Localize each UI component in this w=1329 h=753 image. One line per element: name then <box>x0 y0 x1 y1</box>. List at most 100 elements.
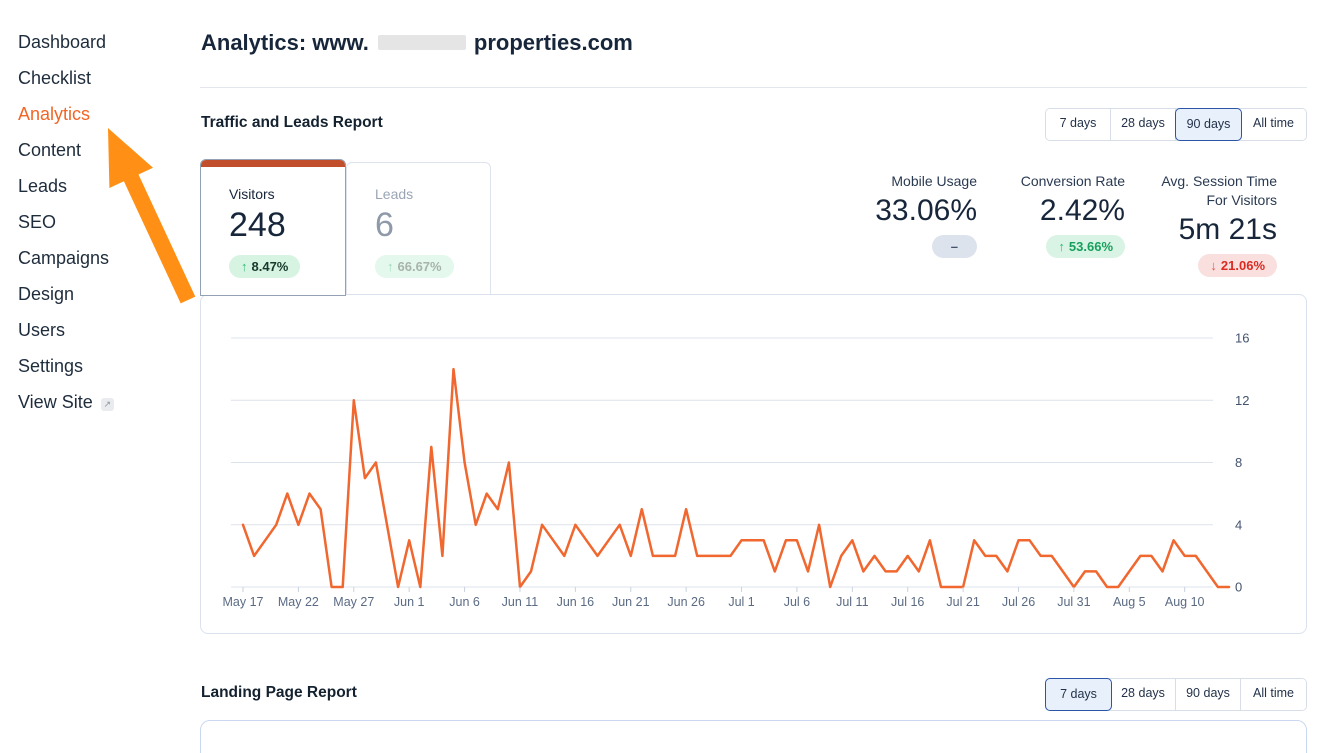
x-axis-tick-label: Aug 10 <box>1165 595 1205 609</box>
range-button-28-days[interactable]: 28 days <box>1111 109 1176 140</box>
tab-label: Leads <box>375 186 414 202</box>
range-button-90-days[interactable]: 90 days <box>1175 108 1242 141</box>
tab-value: 248 <box>229 206 286 244</box>
stat-conversion-rate: Conversion Rate 2.42% ↑ 53.66% <box>1021 172 1125 258</box>
x-axis-tick-label: Jun 16 <box>557 595 595 609</box>
up-left-arrow-icon <box>108 128 196 304</box>
range-button-7-days[interactable]: 7 days <box>1046 109 1111 140</box>
stat-mobile-usage: Mobile Usage 33.06% – <box>875 172 977 258</box>
stat-label: Avg. Session Time <box>1161 173 1277 189</box>
x-axis-tick-label: Aug 5 <box>1113 595 1146 609</box>
sidebar-item-seo[interactable]: SEO <box>18 204 114 240</box>
x-axis-tick-label: Jul 6 <box>784 595 810 609</box>
stat-label: Conversion Rate <box>1020 173 1125 189</box>
tab-value: 6 <box>375 206 394 244</box>
x-axis-tick-label: Jul 26 <box>1002 595 1035 609</box>
traffic-chart-panel: 0 4 8 12 16 May 17 May 22 May 27 Jun 1 Jun 6 Jun 1… <box>200 294 1307 634</box>
y-axis-tick-label: 4 <box>1235 517 1242 532</box>
landing-range-selector: 7 days 28 days 90 days All time <box>1045 678 1307 711</box>
sidebar-item-label: SEO <box>18 212 57 232</box>
tab-visitors[interactable]: Visitors 248 ↑ 8.47% <box>200 159 346 296</box>
x-axis-tick-label: Jun 11 <box>502 595 539 609</box>
change-value: 8.47% <box>251 259 289 274</box>
x-axis-tick-label: May 17 <box>223 595 264 609</box>
stat-label: Mobile Usage <box>891 173 977 189</box>
x-axis-tick-label: Jul 11 <box>836 595 868 609</box>
sidebar-item-label: Checklist <box>18 68 92 88</box>
landing-page-panel <box>200 720 1307 753</box>
range-button-all-time[interactable]: All time <box>1241 679 1306 710</box>
x-axis-tick-label: May 22 <box>278 595 319 609</box>
change-badge: ↑ 66.67% <box>375 255 454 278</box>
up-arrow-icon: ↑ <box>241 259 248 274</box>
stat-value: 2.42% <box>1039 194 1125 227</box>
redacted-domain-segment <box>377 35 466 50</box>
visitors-line-chart: 0 4 8 12 16 May 17 May 22 May 27 Jun 1 Jun 6 Jun 1… <box>223 331 1250 610</box>
stat-value: 33.06% <box>875 194 977 227</box>
sidebar-item-label: Campaigns <box>18 248 110 268</box>
x-axis-tick-label: Jul 16 <box>891 595 924 609</box>
sidebar-item-label: Leads <box>18 176 68 196</box>
tab-body: Visitors 248 ↑ 8.47% <box>201 167 345 278</box>
x-axis-tick-label: Jun 26 <box>667 595 705 609</box>
sidebar-item-label: Content <box>18 140 82 160</box>
y-axis-tick-label: 16 <box>1235 331 1249 346</box>
y-axis-tick-label: 12 <box>1235 393 1249 408</box>
change-value: 21.06% <box>1220 258 1265 273</box>
page-title-label: Analytics: <box>201 30 307 55</box>
change-value: – <box>950 239 958 254</box>
range-button-28-days[interactable]: 28 days <box>1111 679 1176 710</box>
x-axis-tick-label: Jun 21 <box>612 595 650 609</box>
header-divider <box>200 87 1307 88</box>
sidebar-item-label: View Site <box>18 392 93 412</box>
y-axis-tick-label: 8 <box>1235 455 1242 470</box>
traffic-report-title: Traffic and Leads Report <box>201 114 383 131</box>
sidebar-item-users[interactable]: Users <box>18 312 114 348</box>
sidebar-item-campaigns[interactable]: Campaigns <box>18 240 114 276</box>
range-button-all-time[interactable]: All time <box>1241 109 1306 140</box>
sidebar-item-checklist[interactable]: Checklist <box>18 60 114 96</box>
sidebar-item-analytics[interactable]: Analytics <box>18 96 114 132</box>
sidebar-item-leads[interactable]: Leads <box>18 168 114 204</box>
change-badge: ↑ 53.66% <box>1046 235 1125 258</box>
change-badge: – <box>931 235 977 258</box>
landing-report-title: Landing Page Report <box>201 684 357 701</box>
traffic-range-selector: 7 days 28 days 90 days All time <box>1045 108 1307 141</box>
change-value: 66.67% <box>397 259 442 274</box>
x-axis-tick-label: Jun 1 <box>394 595 425 609</box>
page-title: Analytics: www. properties.com <box>201 30 633 56</box>
change-badge: ↓ 21.06% <box>1198 254 1277 277</box>
sidebar-item-label: Settings <box>18 356 84 376</box>
tab-body: Leads 6 ↑ 66.67% <box>347 163 490 278</box>
sidebar: Dashboard Checklist Analytics Content Leads S… <box>18 24 114 420</box>
down-arrow-icon: ↓ <box>1210 258 1217 273</box>
x-axis-tick-label: Jun 6 <box>449 595 480 609</box>
sidebar-item-view-site[interactable]: View Site ↗ <box>18 384 114 420</box>
site-domain-prefix: www. <box>312 30 369 55</box>
range-button-7-days[interactable]: 7 days <box>1045 678 1112 711</box>
sidebar-item-label: Users <box>18 320 66 340</box>
visitors-series-line <box>241 367 1231 589</box>
sidebar-item-label: Dashboard <box>18 32 107 52</box>
sidebar-item-settings[interactable]: Settings <box>18 348 114 384</box>
up-arrow-icon: ↑ <box>1058 239 1065 254</box>
stat-label-line2: For Visitors <box>1206 192 1277 208</box>
range-button-90-days[interactable]: 90 days <box>1176 679 1241 710</box>
tab-label: Visitors <box>229 186 275 202</box>
stat-value: 5m 21s <box>1178 213 1277 246</box>
sidebar-list: Dashboard Checklist Analytics Content Leads S… <box>18 24 114 420</box>
stat-avg-session-time: Avg. Session Time For Visitors 5m 21s ↓ 21.0… <box>1161 172 1277 277</box>
y-axis-tick-label: 0 <box>1235 580 1242 595</box>
change-badge: ↑ 8.47% <box>229 255 301 278</box>
external-link-icon: ↗ <box>100 398 114 411</box>
change-value: 53.66% <box>1068 239 1113 254</box>
sidebar-item-label: Design <box>18 284 75 304</box>
x-axis-tick-label: Jul 1 <box>728 595 754 609</box>
x-axis-tick-label: Jul 21 <box>946 595 979 609</box>
x-axis-tick-label: May 27 <box>333 595 374 609</box>
tab-leads[interactable]: Leads 6 ↑ 66.67% <box>346 162 491 294</box>
up-arrow-icon: ↑ <box>387 259 394 274</box>
sidebar-item-dashboard[interactable]: Dashboard <box>18 24 114 60</box>
sidebar-item-content[interactable]: Content <box>18 132 114 168</box>
sidebar-item-design[interactable]: Design <box>18 276 114 312</box>
